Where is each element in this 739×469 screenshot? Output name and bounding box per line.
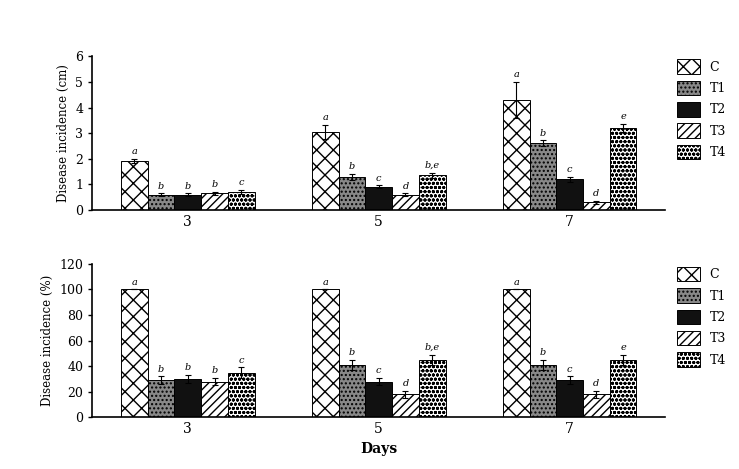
- Bar: [503, 100, 530, 210]
- Text: b: b: [158, 182, 164, 190]
- Text: b: b: [349, 348, 355, 357]
- Text: e: e: [620, 113, 626, 121]
- Text: b: b: [211, 180, 218, 189]
- Text: b: b: [211, 366, 218, 375]
- Legend: C, T1, T2, T3, T4: C, T1, T2, T3, T4: [677, 60, 726, 159]
- Bar: [392, 195, 419, 210]
- Bar: [556, 179, 583, 210]
- Text: b,e: b,e: [425, 161, 440, 170]
- Bar: [530, 365, 556, 417]
- Bar: [201, 382, 228, 417]
- Bar: [148, 195, 174, 210]
- X-axis label: Days: Days: [360, 442, 398, 456]
- Text: a: a: [132, 147, 137, 157]
- Text: c: c: [376, 174, 381, 182]
- Legend: C, T1, T2, T3, T4: C, T1, T2, T3, T4: [677, 267, 726, 367]
- Text: a: a: [514, 70, 519, 79]
- Bar: [148, 380, 174, 417]
- Bar: [121, 289, 148, 417]
- Text: c: c: [239, 179, 244, 188]
- Text: d: d: [402, 379, 409, 388]
- Text: c: c: [567, 365, 573, 374]
- Bar: [312, 132, 338, 210]
- Text: c: c: [239, 356, 244, 365]
- Bar: [392, 394, 419, 417]
- Text: a: a: [132, 278, 137, 287]
- Text: c: c: [376, 366, 381, 375]
- Text: b: b: [158, 365, 164, 374]
- Bar: [503, 289, 530, 417]
- Text: c: c: [567, 165, 573, 174]
- Bar: [530, 144, 556, 210]
- Bar: [365, 382, 392, 417]
- Bar: [419, 360, 446, 417]
- Text: d: d: [593, 379, 599, 388]
- Bar: [338, 365, 365, 417]
- Bar: [365, 187, 392, 210]
- Bar: [583, 394, 610, 417]
- Text: d: d: [593, 189, 599, 198]
- Bar: [228, 372, 255, 417]
- Bar: [610, 128, 636, 210]
- Text: b: b: [349, 162, 355, 171]
- Bar: [556, 380, 583, 417]
- Text: a: a: [514, 278, 519, 287]
- Text: b: b: [539, 129, 546, 137]
- Y-axis label: Disease incidence (%): Disease incidence (%): [41, 275, 54, 406]
- Text: a: a: [322, 278, 328, 287]
- Text: b: b: [185, 363, 191, 372]
- Text: e: e: [620, 343, 626, 352]
- Bar: [174, 195, 201, 210]
- Bar: [174, 379, 201, 417]
- Text: b: b: [185, 182, 191, 190]
- Text: a: a: [322, 113, 328, 122]
- Bar: [228, 192, 255, 210]
- Text: b: b: [539, 348, 546, 357]
- Bar: [201, 193, 228, 210]
- Bar: [583, 202, 610, 210]
- Y-axis label: Disease incidence (cm): Disease incidence (cm): [57, 64, 69, 202]
- Text: d: d: [402, 182, 409, 190]
- Bar: [121, 161, 148, 210]
- Bar: [610, 360, 636, 417]
- Text: b,e: b,e: [425, 343, 440, 352]
- Bar: [312, 289, 338, 417]
- Bar: [419, 175, 446, 210]
- Bar: [338, 177, 365, 210]
